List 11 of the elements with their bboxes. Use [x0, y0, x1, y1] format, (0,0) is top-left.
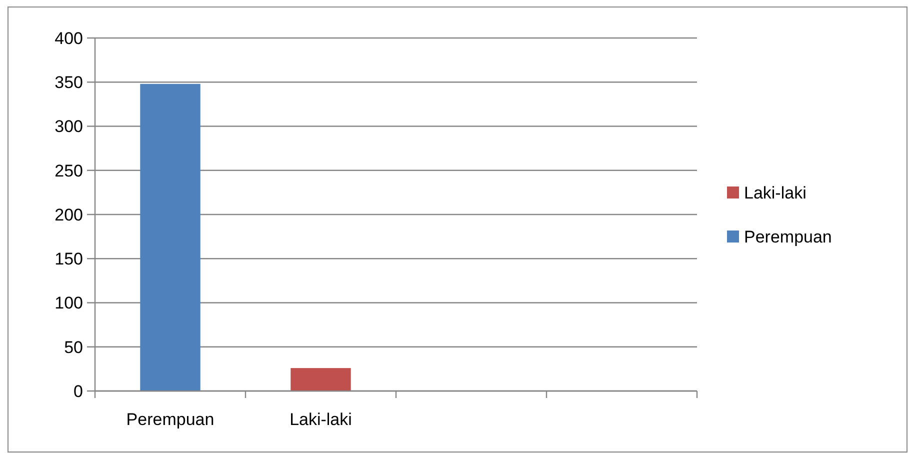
y-tick-label: 350: [54, 73, 83, 92]
y-tick-label: 0: [74, 382, 83, 401]
y-tick-label: 50: [64, 338, 83, 357]
y-tick-label: 100: [54, 294, 83, 313]
y-tick-label: 300: [54, 117, 83, 136]
y-tick-label: 150: [54, 250, 83, 269]
y-tick-label: 200: [54, 205, 83, 224]
legend-label: Perempuan: [744, 227, 832, 246]
legend-label: Laki-laki: [744, 183, 806, 202]
y-tick-label: 400: [54, 28, 83, 48]
y-tick-label: 250: [54, 161, 83, 180]
